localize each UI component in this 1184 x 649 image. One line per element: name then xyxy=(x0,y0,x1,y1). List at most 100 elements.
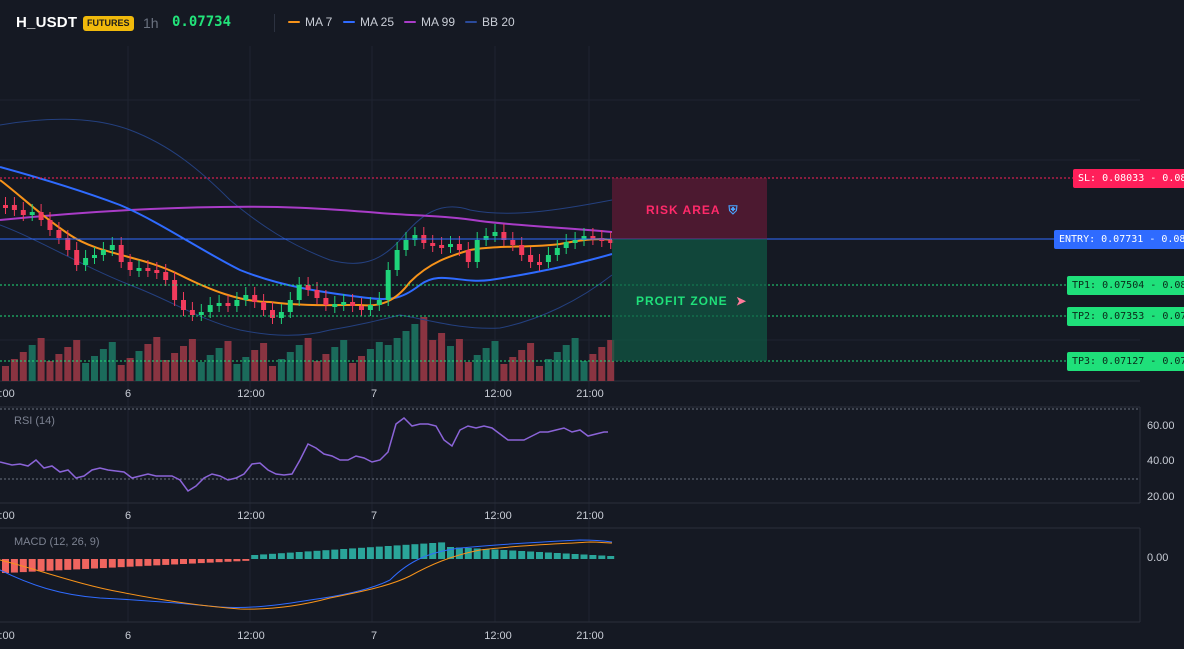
volume-bar xyxy=(180,346,187,381)
macd-histogram-bar xyxy=(269,553,276,559)
macd-histogram-bar xyxy=(277,553,285,559)
macd-histogram-bar xyxy=(2,559,9,573)
macd-histogram-bar xyxy=(188,559,196,564)
entry-tag-label: ENTRY: 0.07731 xyxy=(1059,234,1144,245)
legend-label: MA 25 xyxy=(360,15,395,29)
macd-histogram-bar xyxy=(464,548,472,559)
macd-histogram-bar xyxy=(411,544,419,559)
volume-bar xyxy=(126,358,134,381)
macd-histogram-bar xyxy=(420,543,428,559)
volume-bar xyxy=(500,364,508,381)
volume-bar xyxy=(28,345,36,381)
candle-body xyxy=(145,268,151,271)
tp3-price-tag: TP3: 0.07127 - 0.07 xyxy=(1067,352,1184,371)
volume-bar xyxy=(144,344,152,381)
macd-histogram-bar xyxy=(340,549,348,559)
ma25-line xyxy=(0,166,613,300)
macd-histogram-bar xyxy=(233,559,241,562)
candle-body xyxy=(332,304,338,307)
time-label: 21:00 xyxy=(576,510,604,522)
candle-body xyxy=(581,236,587,240)
macd-line xyxy=(0,539,613,609)
candle-body xyxy=(20,210,26,215)
time-label: 2:00 xyxy=(0,388,15,400)
candle-body xyxy=(11,205,17,210)
sl-tag-label: SL: 0.08033 xyxy=(1078,173,1145,184)
timeframe-selector[interactable]: 1h xyxy=(143,15,159,31)
macd-histogram-bar xyxy=(544,552,552,559)
volume-histogram xyxy=(2,317,615,381)
macd-histogram-bar xyxy=(215,559,223,563)
volume-bar xyxy=(322,354,330,381)
legend-ma99[interactable]: MA 99 xyxy=(404,15,455,29)
legend-swatch xyxy=(288,21,300,23)
volume-bar xyxy=(46,361,54,381)
macd-histogram-bar xyxy=(518,551,526,559)
volume-bar xyxy=(393,338,401,381)
candle-body xyxy=(510,240,516,245)
volume-bar xyxy=(589,354,597,381)
macd-histogram-bar xyxy=(482,549,490,559)
macd-histogram-bar xyxy=(384,546,392,559)
macd-histogram-bar xyxy=(153,559,161,566)
candle-body xyxy=(537,262,542,265)
volume-bar xyxy=(491,341,499,381)
macd-histogram-bar xyxy=(322,550,330,559)
candle-body xyxy=(545,255,551,262)
time-label: 6 xyxy=(124,510,132,522)
legend-swatch xyxy=(343,21,355,23)
candle-body xyxy=(92,255,97,258)
volume-bar xyxy=(571,338,579,381)
candle-body xyxy=(47,220,53,230)
volume-bar xyxy=(580,361,588,381)
candle-body xyxy=(403,240,409,250)
macd-panel-title: MACD (12, 26, 9) xyxy=(14,536,100,548)
volume-bar xyxy=(286,352,294,381)
volume-bar xyxy=(473,355,481,381)
candle-body xyxy=(323,298,329,305)
legend-label: BB 20 xyxy=(482,15,515,29)
rsi-axis-tick: 20.00 xyxy=(1147,491,1175,503)
macd-histogram-bar xyxy=(46,559,54,571)
volume-bar xyxy=(420,317,428,381)
volume-bar xyxy=(482,348,490,381)
candle-body xyxy=(198,312,204,315)
legend-ma7[interactable]: MA 7 xyxy=(288,15,332,29)
macd-histogram-bar xyxy=(304,551,312,559)
legend-ma25[interactable]: MA 25 xyxy=(343,15,394,29)
volume-bar xyxy=(438,333,446,381)
candle-body xyxy=(350,302,356,306)
volume-bar xyxy=(509,357,517,381)
volume-bar xyxy=(562,345,570,381)
macd-histogram-bar xyxy=(500,550,508,559)
legend-swatch xyxy=(404,21,416,23)
chart-header: H_USDT FUTURES 1h 0.07734 MA 7 MA 25 MA … xyxy=(0,0,1184,46)
candle-body xyxy=(483,236,489,240)
macd-histogram-bar xyxy=(55,559,63,571)
symbol-title[interactable]: H_USDT xyxy=(16,14,78,31)
volume-bar xyxy=(527,343,535,381)
candle-body xyxy=(181,300,186,310)
risk-area-zone xyxy=(612,178,767,239)
legend-bb20[interactable]: BB 20 xyxy=(465,15,515,29)
risk-area-label: RISK AREA ⛨ xyxy=(646,203,738,218)
candle-body xyxy=(590,236,596,239)
ma99-line xyxy=(0,205,613,233)
volume-bar xyxy=(19,352,27,381)
candle-body xyxy=(207,305,213,312)
macd-histogram-bar xyxy=(251,555,259,559)
candle-body xyxy=(163,272,169,280)
tp1-tag-suffix: - 0.08 xyxy=(1150,280,1184,291)
volume-bar xyxy=(260,343,268,381)
candle-body xyxy=(528,255,534,262)
macd-histogram-bar xyxy=(144,559,152,566)
macd-histogram-bar xyxy=(607,556,615,559)
volume-bar xyxy=(55,354,63,381)
macd-histogram-bar xyxy=(447,547,454,559)
candle-body xyxy=(216,303,222,306)
candle-body xyxy=(29,212,35,215)
macd-histogram-bar xyxy=(206,559,214,563)
macd-histogram-bar xyxy=(197,559,205,564)
volume-bar xyxy=(117,365,125,381)
